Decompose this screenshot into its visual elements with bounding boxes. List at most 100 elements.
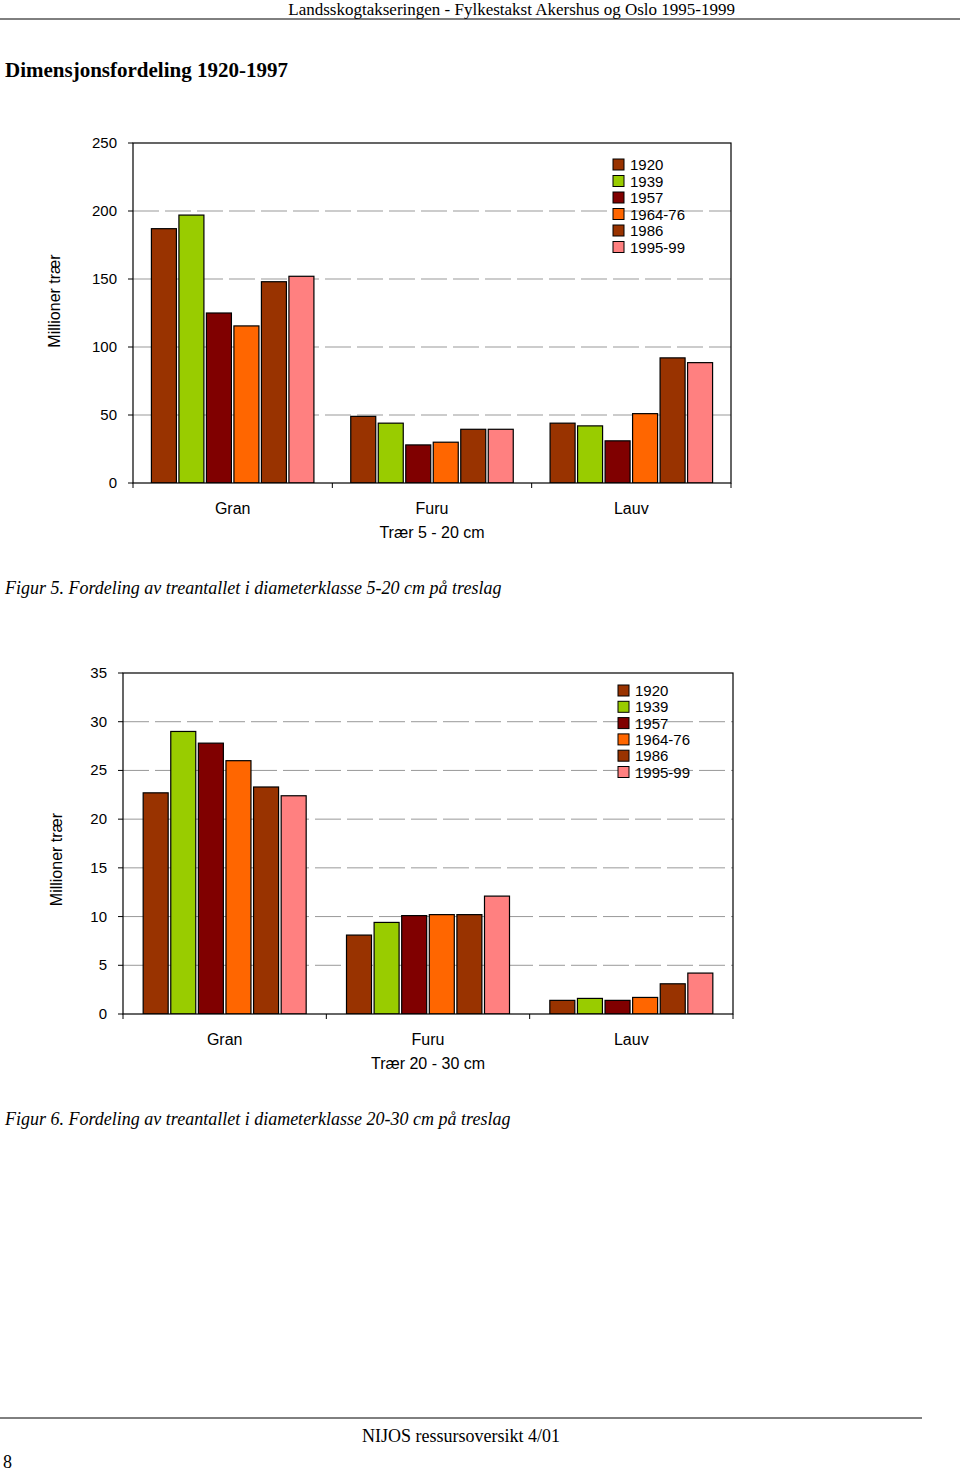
bar [206, 313, 231, 483]
x-tick [133, 483, 134, 488]
bar [633, 414, 658, 483]
legend-swatch [618, 718, 629, 729]
chart: 05101520253035GranFuruLauvTrær 20 - 30 c… [48, 664, 733, 1072]
grid-line [133, 279, 731, 280]
legend: 1920193919571964-7619861995-99 [613, 156, 685, 256]
legend-swatch [618, 701, 629, 712]
legend-label: 1920 [635, 682, 668, 699]
y-tick-label: 10 [90, 908, 107, 925]
bar [151, 229, 176, 483]
bar [660, 984, 685, 1014]
bar [402, 916, 427, 1014]
x-axis-label: Trær 20 - 30 cm [371, 1055, 485, 1072]
bar [143, 793, 168, 1014]
x-tick-label: Lauv [614, 1031, 649, 1048]
x-tick-label: Furu [412, 1031, 445, 1048]
bar [226, 761, 251, 1014]
caption: Figur 5. Fordeling av treantallet i diam… [4, 578, 501, 598]
y-tick-label: 100 [92, 338, 117, 355]
chart: 050100150200250GranFuruLauvTrær 5 - 20 c… [46, 134, 731, 541]
legend-label: 1920 [630, 156, 663, 173]
y-tick [118, 721, 123, 722]
y-axis-label: Millioner trær [46, 254, 63, 348]
legend-label: 1939 [630, 173, 663, 190]
plot-frame [123, 673, 733, 1014]
bar [234, 326, 259, 483]
legend-label: 1986 [635, 747, 668, 764]
bar [378, 423, 403, 483]
y-tick-label: 25 [90, 761, 107, 778]
bar [374, 922, 399, 1014]
legend-label: 1939 [635, 698, 668, 715]
plot-frame [133, 143, 731, 483]
legend-label: 1957 [635, 715, 668, 732]
y-tick [128, 211, 133, 212]
y-tick [118, 819, 123, 820]
bars [143, 731, 713, 1014]
bar [688, 973, 713, 1014]
y-tick-label: 200 [92, 202, 117, 219]
legend-label: 1986 [630, 222, 663, 239]
caption: Figur 6. Fordeling av treantallet i diam… [4, 1109, 510, 1129]
legend-label: 1964-76 [635, 731, 690, 748]
bar [488, 429, 513, 483]
y-tick [128, 143, 133, 144]
y-tick [118, 965, 123, 966]
x-tick-label: Gran [215, 500, 251, 517]
legend-label: 1957 [630, 189, 663, 206]
y-tick-label: 150 [92, 270, 117, 287]
bar [179, 215, 204, 483]
legend-swatch [618, 750, 629, 761]
x-tick [731, 483, 732, 488]
bars [151, 215, 712, 483]
y-tick-label: 0 [109, 474, 117, 491]
x-tick [733, 1014, 734, 1019]
legend-swatch [613, 225, 624, 236]
y-tick-label: 15 [90, 859, 107, 876]
y-tick-label: 20 [90, 810, 107, 827]
bar [605, 441, 630, 483]
bar [433, 442, 458, 483]
bar [550, 1000, 575, 1014]
x-tick [123, 1014, 124, 1019]
y-tick [128, 415, 133, 416]
bar [429, 915, 454, 1014]
bar [485, 896, 510, 1014]
legend-swatch [613, 209, 624, 220]
y-tick [118, 867, 123, 868]
x-tick-label: Gran [207, 1031, 243, 1048]
bar [688, 363, 713, 483]
x-tick-label: Furu [416, 500, 449, 517]
legend: 1920193919571964-7619861995-99 [618, 682, 690, 781]
y-tick [128, 483, 133, 484]
bar [457, 915, 482, 1014]
x-tick [529, 1014, 530, 1019]
y-tick [118, 916, 123, 917]
x-tick [326, 1014, 327, 1019]
heading: Dimensjonsfordeling 1920-1997 [5, 58, 288, 82]
bar [171, 731, 196, 1014]
y-tick-label: 50 [100, 406, 117, 423]
header: Landsskogtakseringen - Fylkestakst Akers… [288, 0, 735, 19]
bar [289, 276, 314, 483]
y-tick [118, 673, 123, 674]
bar [605, 1000, 630, 1014]
y-tick [118, 1014, 123, 1015]
x-tick [332, 483, 333, 488]
bar [261, 282, 286, 483]
legend-swatch [613, 159, 624, 170]
bar [660, 358, 685, 483]
legend-swatch [618, 734, 629, 745]
y-tick-label: 35 [90, 664, 107, 681]
legend-swatch [618, 767, 629, 778]
y-tick-label: 5 [99, 956, 107, 973]
header-rule [0, 19, 960, 20]
x-axis-label: Trær 5 - 20 cm [379, 524, 484, 541]
bar [198, 743, 223, 1014]
legend-swatch [613, 176, 624, 187]
bar [254, 787, 279, 1014]
page: Landsskogtakseringen - Fylkestakst Akers… [0, 0, 960, 1470]
footer-rule [0, 1418, 922, 1419]
legend-swatch [613, 242, 624, 253]
bar [577, 998, 602, 1014]
